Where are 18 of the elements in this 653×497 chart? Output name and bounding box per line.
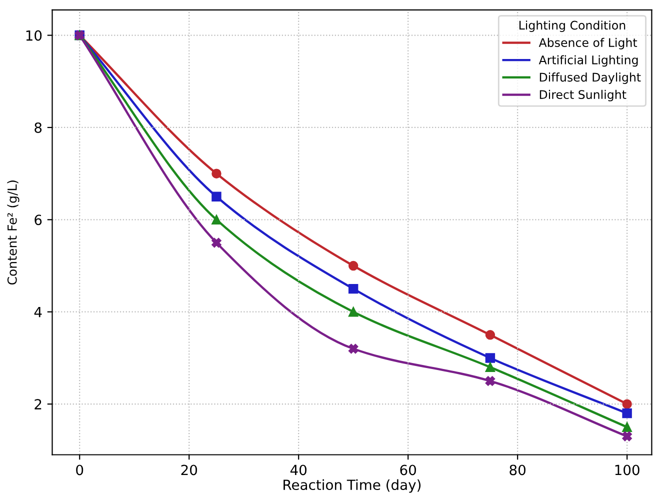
legend-label: Direct Sunlight xyxy=(540,90,626,102)
x-tick-label: 80 xyxy=(510,464,526,476)
legend-label: Absence of Light xyxy=(538,38,638,50)
y-tick-label: 6 xyxy=(34,214,42,226)
legend-title: Lighting Condition xyxy=(519,20,626,32)
y-tick-label: 8 xyxy=(34,122,42,133)
x-axis-title: Reaction Time (day) xyxy=(284,479,421,493)
y-tick-label: 10 xyxy=(26,30,42,41)
legend-label: Artificial Lighting xyxy=(538,55,638,67)
x-tick-label: 0 xyxy=(76,464,84,476)
y-tick-label: 2 xyxy=(34,399,42,410)
x-tick-label: 40 xyxy=(290,464,307,476)
x-tick-label: 60 xyxy=(400,464,416,476)
y-tick-label: 4 xyxy=(34,307,42,318)
x-tick-label: 20 xyxy=(181,464,198,476)
x-tick-label: 100 xyxy=(615,464,640,476)
y-axis-title: Content Fe² (g/L) xyxy=(7,180,20,285)
legend-label: Diffused Daylight xyxy=(540,72,641,84)
